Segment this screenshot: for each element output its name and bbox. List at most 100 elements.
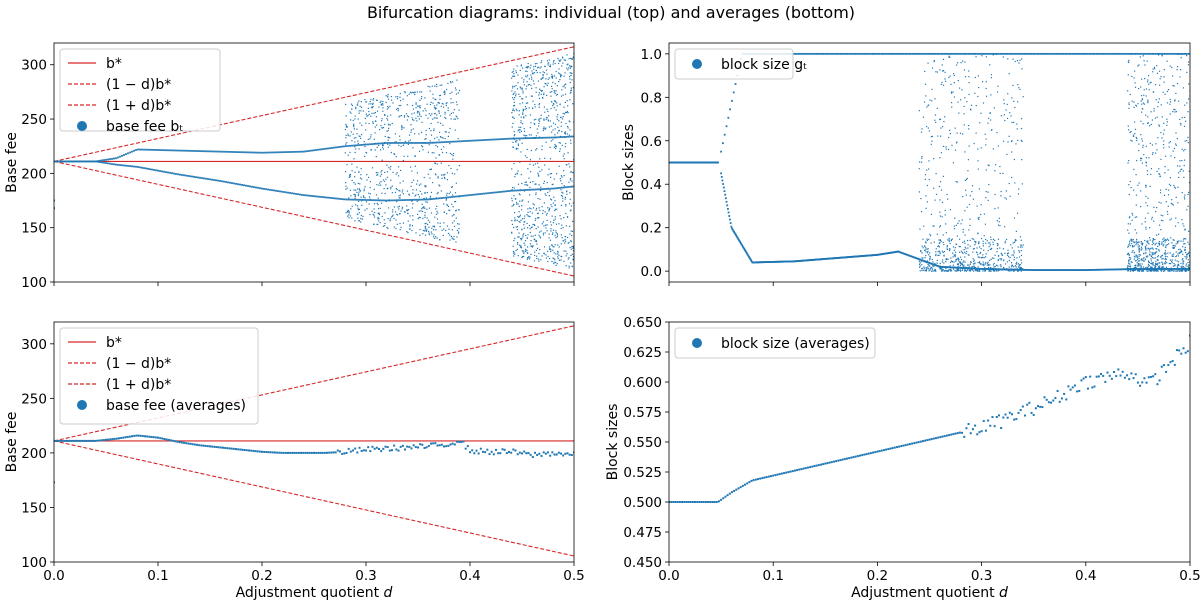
chaotic-point	[989, 112, 991, 115]
chaotic-point	[398, 104, 400, 107]
branch-point	[185, 149, 187, 152]
chaotic-point	[1013, 256, 1015, 258]
chaotic-point	[449, 92, 451, 95]
chaotic-point	[1002, 56, 1004, 58]
branch-point	[720, 176, 723, 178]
chaotic-point	[440, 105, 442, 107]
chaotic-point	[548, 237, 550, 239]
chaotic-point	[534, 137, 536, 139]
chaotic-point	[353, 137, 355, 139]
chaotic-point	[512, 75, 514, 77]
chaotic-point	[1175, 268, 1178, 270]
chaotic-point	[1138, 143, 1140, 145]
chaotic-point	[380, 173, 383, 176]
chaotic-point	[407, 220, 409, 222]
chaotic-point	[939, 118, 942, 120]
chaotic-point	[389, 168, 391, 170]
chaotic-point	[455, 115, 457, 117]
chaotic-point	[992, 267, 995, 269]
chaotic-point	[572, 259, 574, 261]
branch-point	[135, 149, 137, 151]
chaotic-point	[1018, 265, 1020, 267]
chaotic-point	[918, 191, 920, 193]
chaotic-point	[1149, 142, 1151, 145]
chaotic-point	[1152, 263, 1154, 265]
chaotic-point	[443, 90, 446, 92]
chaotic-point	[927, 267, 929, 270]
chaotic-point	[523, 190, 526, 192]
branch-point	[1030, 52, 1033, 55]
branch-point	[259, 151, 261, 154]
chaotic-point	[1147, 240, 1149, 242]
chaotic-point	[1155, 242, 1157, 244]
chaotic-point	[396, 201, 398, 203]
chaotic-point	[444, 111, 446, 113]
branch-point	[1080, 269, 1083, 271]
chaotic-point	[1149, 253, 1151, 255]
chaotic-point	[349, 176, 351, 178]
chaotic-point	[929, 265, 931, 267]
chaotic-point	[1002, 248, 1004, 250]
chaotic-point	[378, 184, 380, 186]
chaotic-point	[410, 129, 412, 131]
chaotic-point	[1148, 265, 1150, 267]
chaotic-point	[982, 270, 984, 272]
chaotic-point	[948, 239, 950, 241]
chaotic-point	[427, 117, 429, 119]
chaotic-point	[967, 269, 969, 271]
chaotic-point	[512, 97, 514, 99]
branch-point	[1091, 52, 1094, 55]
branch-point	[503, 190, 505, 193]
chaotic-point	[387, 98, 390, 100]
chaotic-point	[959, 261, 961, 263]
chaotic-point	[454, 129, 456, 131]
chaotic-point	[378, 213, 380, 215]
chaotic-point	[534, 251, 536, 253]
chaotic-point	[378, 128, 381, 131]
chaotic-point	[1127, 267, 1129, 270]
chaotic-point	[931, 266, 933, 269]
branch-point	[734, 83, 737, 85]
chaotic-point	[922, 238, 924, 240]
chaotic-point	[406, 205, 408, 207]
chaotic-point	[541, 136, 543, 139]
chaotic-point	[529, 127, 531, 129]
chaotic-point	[1016, 212, 1019, 214]
branch-point	[211, 178, 213, 181]
chaotic-point	[1022, 96, 1024, 98]
chaotic-point	[389, 220, 391, 222]
branch-point	[405, 199, 407, 201]
branch-point	[970, 267, 973, 270]
chaotic-point	[555, 94, 558, 96]
branch-point	[923, 260, 925, 262]
chaotic-point	[541, 148, 543, 151]
branch-point	[533, 188, 535, 191]
chaotic-point	[552, 139, 554, 141]
chaotic-point	[1185, 120, 1187, 122]
branch-point	[219, 150, 221, 153]
branch-point	[187, 149, 189, 152]
chaotic-point	[395, 96, 397, 98]
chaotic-point	[1149, 185, 1151, 188]
branch-point	[401, 142, 403, 144]
chaotic-point	[568, 75, 571, 78]
branch-point	[207, 178, 209, 180]
chaotic-point	[933, 60, 935, 63]
chaotic-point	[1130, 186, 1132, 189]
branch-point	[955, 266, 958, 269]
chaotic-point	[535, 240, 538, 243]
branch-point	[1026, 269, 1029, 271]
branch-point	[483, 139, 485, 141]
chaotic-point	[529, 258, 531, 260]
chaotic-point	[551, 215, 553, 217]
chaotic-point	[443, 228, 445, 230]
chaotic-point	[458, 228, 460, 230]
chaotic-point	[565, 205, 567, 207]
chaotic-point	[950, 102, 953, 104]
branch-point	[741, 244, 744, 247]
chaotic-point	[966, 101, 968, 103]
chaotic-point	[418, 112, 421, 114]
chaotic-point	[1140, 100, 1142, 102]
chaotic-point	[932, 265, 934, 267]
chaotic-point	[1020, 259, 1022, 261]
